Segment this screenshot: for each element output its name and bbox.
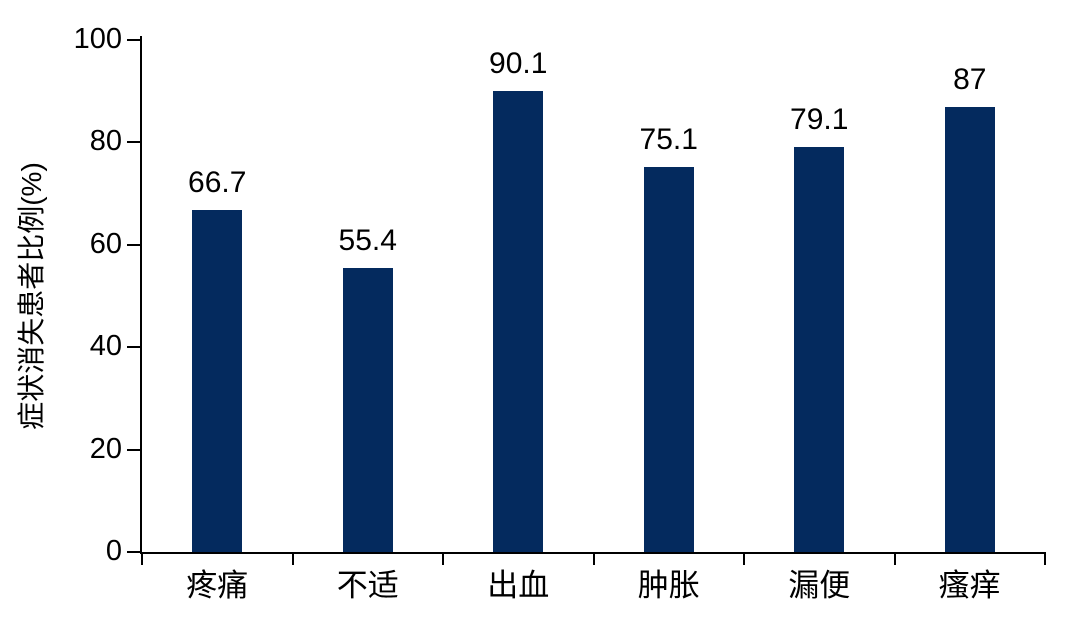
bar-value-label: 75.1 [639, 123, 698, 157]
x-axis-tick [291, 552, 294, 565]
y-axis-tick-label: 20 [89, 432, 122, 465]
y-axis-tick-label: 0 [105, 534, 122, 567]
bar-4 [643, 167, 694, 552]
bar-2 [342, 268, 393, 552]
x-category-label: 出血 [487, 568, 550, 603]
bar-value-label: 79.1 [790, 103, 849, 136]
x-axis-tick [893, 552, 896, 565]
y-axis-tick [127, 141, 140, 144]
y-axis-title: 症状消失患者比例(%) [16, 162, 48, 430]
plot-area: 0 20 40 60 80 100 66.7 疼痛 55.4 不适 90.1 出血 75.1 肿胀 79.1… [74, 24, 1046, 601]
y-axis-tick-label: 100 [73, 22, 122, 55]
y-axis-tick [127, 448, 140, 451]
x-category-label: 漏便 [788, 568, 851, 603]
bar-3 [493, 90, 544, 552]
x-axis-tick [141, 552, 143, 565]
bar-value-label: 90.1 [489, 46, 548, 80]
bar-6 [944, 106, 995, 552]
x-category-label: 疼痛 [186, 568, 249, 603]
y-axis-tick-label: 80 [89, 125, 122, 158]
x-axis-tick [442, 552, 444, 565]
x-category-label: 不适 [336, 568, 399, 603]
y-axis-tick [127, 551, 140, 553]
x-axis-tick [1044, 552, 1046, 565]
x-axis-tick [592, 552, 595, 565]
x-category-label: 肿胀 [637, 568, 700, 603]
y-axis-tick [127, 243, 140, 246]
bar-5 [794, 147, 845, 552]
bar-1 [192, 210, 243, 552]
bar-value-label: 87 [953, 62, 987, 96]
y-axis-line [140, 36, 142, 554]
y-axis-title-wrap: 症状消失患者比例(%) [0, 40, 60, 552]
bar-value-label: 55.4 [338, 224, 397, 258]
y-axis-tick [127, 39, 140, 41]
x-axis-tick [743, 552, 745, 565]
y-axis-tick [127, 346, 140, 349]
y-axis-tick-label: 60 [89, 227, 122, 260]
x-category-label: 瘙痒 [938, 568, 1001, 603]
bar-value-label: 66.7 [188, 166, 247, 200]
y-axis-tick-label: 40 [89, 330, 122, 363]
